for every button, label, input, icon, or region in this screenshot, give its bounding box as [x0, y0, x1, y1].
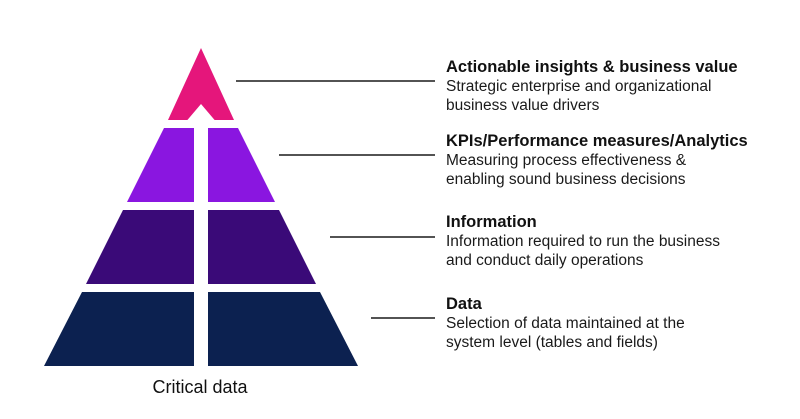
level-4-title: Data — [446, 295, 482, 313]
level-2-description-line-2: enabling sound business decisions — [446, 171, 686, 188]
level-1-description-line-1: Strategic enterprise and organizational — [446, 78, 712, 95]
level-3-description-line-1: Information required to run the business — [446, 233, 720, 250]
level-4-description-line-2: system level (tables and fields) — [446, 334, 658, 351]
pyramid-tier-1 — [168, 48, 234, 120]
level-4-text: Data Selection of data maintained at the… — [446, 295, 796, 352]
level-2-title: KPIs/Performance measures/Analytics — [446, 132, 748, 150]
level-4-description-line-1: Selection of data maintained at the — [446, 315, 685, 332]
level-1-description-line-2: business value drivers — [446, 97, 600, 114]
level-2-description-line-1: Measuring process effectiveness & — [446, 152, 687, 169]
level-3-title: Information — [446, 213, 537, 231]
critical-data-label: Critical data — [152, 377, 248, 397]
level-1-text: Actionable insights & business value Str… — [446, 58, 796, 115]
level-2-text: KPIs/Performance measures/Analytics Meas… — [446, 132, 796, 189]
level-3-description-line-2: and conduct daily operations — [446, 252, 644, 269]
up-arrow — [184, 104, 218, 366]
level-3-text: Information Information required to run … — [446, 213, 796, 270]
level-1-title: Actionable insights & business value — [446, 58, 738, 76]
